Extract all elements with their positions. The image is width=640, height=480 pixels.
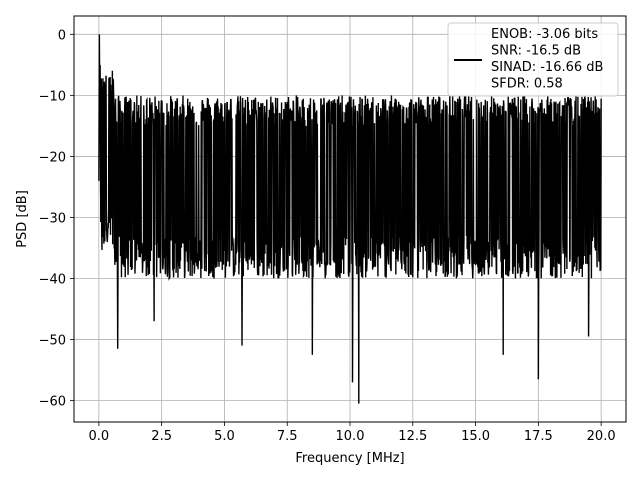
y-tick-label: −30	[39, 211, 66, 226]
x-tick-label: 0.0	[89, 429, 110, 444]
x-tick-label: 17.5	[524, 429, 553, 444]
x-tick-label: 2.5	[151, 429, 172, 444]
x-tick-label: 10.0	[336, 429, 365, 444]
y-tick-label: −20	[39, 150, 66, 165]
legend-sfdr: SFDR: 0.58	[491, 77, 563, 92]
legend-box	[447, 22, 619, 97]
y-tick-label: −40	[39, 273, 66, 288]
y-axis-label: PSD [dB]	[15, 190, 30, 248]
legend-sinad: SINAD: -16.66 dB	[491, 60, 603, 75]
y-tick-label: −60	[39, 395, 66, 410]
x-tick-label: 12.5	[398, 429, 427, 444]
legend-enob: ENOB: -3.06 bits	[491, 27, 598, 42]
x-tick-label: 15.0	[461, 429, 490, 444]
axis-ticks: 0.0 2.5 5.0 7.5 10.0 12.5 15.0 17.5 20.0 0 −10 −20 −…	[39, 28, 616, 444]
legend-snr: SNR: -16.5 dB	[491, 44, 581, 59]
series-layer	[98, 34, 602, 404]
y-tick-label: 0	[58, 28, 66, 43]
x-tick-label: 20.0	[587, 429, 616, 444]
plot-frame	[73, 15, 627, 423]
x-axis-label: Frequency [MHz]	[295, 451, 404, 466]
y-tick-label: −50	[39, 334, 66, 349]
x-tick-label: 7.5	[277, 429, 298, 444]
legend: ENOB: -3.06 bits SNR: -16.5 dB SINAD: -1…	[447, 22, 619, 97]
y-tick-label: −10	[39, 89, 66, 104]
psd-series-line	[98, 34, 602, 404]
x-tick-label: 5.0	[214, 429, 235, 444]
